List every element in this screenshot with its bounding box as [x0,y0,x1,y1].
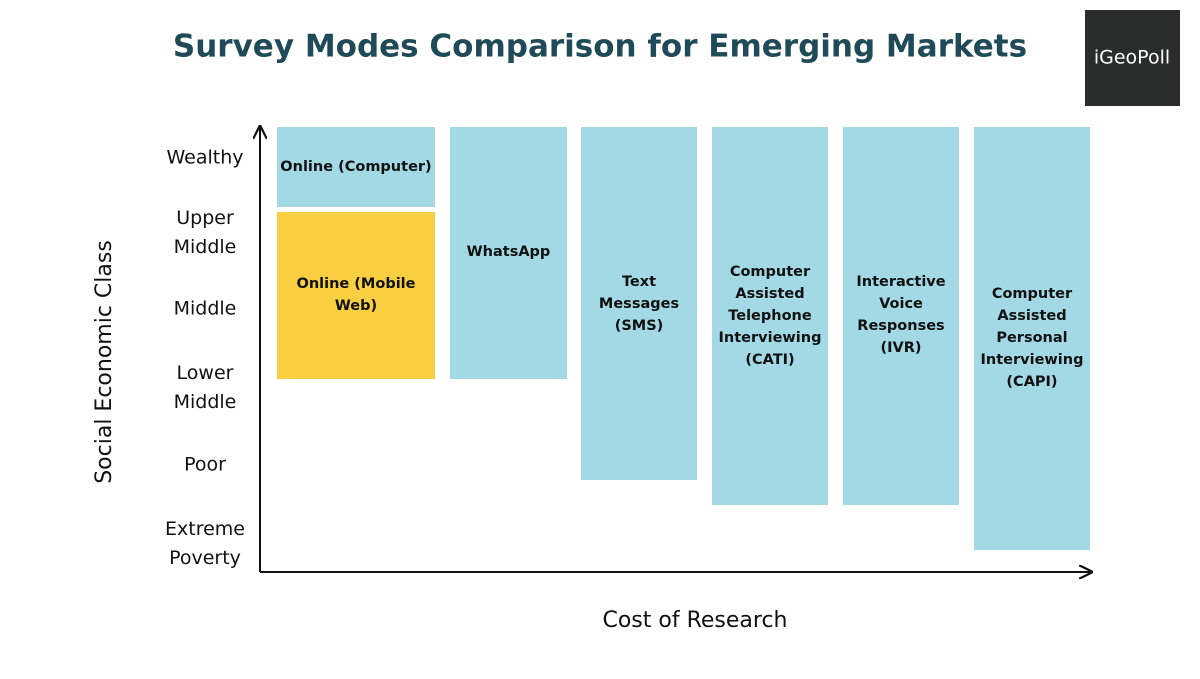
level-label: Middle [174,298,237,320]
y-axis-title: Social Economic Class [92,240,117,484]
mode-label: Online (Computer) [280,159,431,175]
mode-label: Interviewing [981,352,1084,368]
mode-label: Messages [599,296,679,312]
level-label: Middle [174,391,237,413]
mode-box [450,127,567,379]
mode-box [277,212,435,379]
mode-box [277,127,435,207]
mode-label: Interviewing [719,330,822,346]
mode-label: Interactive [856,274,945,290]
mode-label: Online (Mobile [297,276,416,292]
level-label: Lower [177,362,234,384]
logo-box [1085,10,1180,106]
mode-label: Web) [335,298,377,314]
mode-label: Assisted [997,308,1066,324]
mode-label: Text [622,274,656,290]
x-axis-title: Cost of Research [602,608,787,633]
mode-label: Telephone [728,308,812,324]
level-label: Middle [174,236,237,258]
mode-label: WhatsApp [467,244,551,260]
mode-label: (IVR) [880,340,921,356]
level-label: Poor [184,454,226,476]
mode-label: Personal [996,330,1067,346]
mode-label: (CATI) [745,352,794,368]
mode-label: Computer [992,286,1073,302]
level-label: Extreme [165,518,245,540]
level-label: Poverty [169,547,241,569]
mode-label: Voice [879,296,923,312]
level-label: Wealthy [166,147,243,169]
title: Survey Modes Comparison for Emerging Mar… [173,29,1027,65]
mode-label: Computer [730,264,811,280]
mode-box [581,127,697,480]
mode-box [712,127,828,505]
mode-box [974,127,1090,550]
mode-label: (SMS) [615,318,664,334]
mode-box [843,127,959,505]
mode-label: Assisted [735,286,804,302]
level-label: Upper [176,207,234,229]
logo-text: iGeoPoll [1094,47,1170,69]
mode-label: Responses [857,318,944,334]
mode-label: (CAPI) [1006,374,1057,390]
